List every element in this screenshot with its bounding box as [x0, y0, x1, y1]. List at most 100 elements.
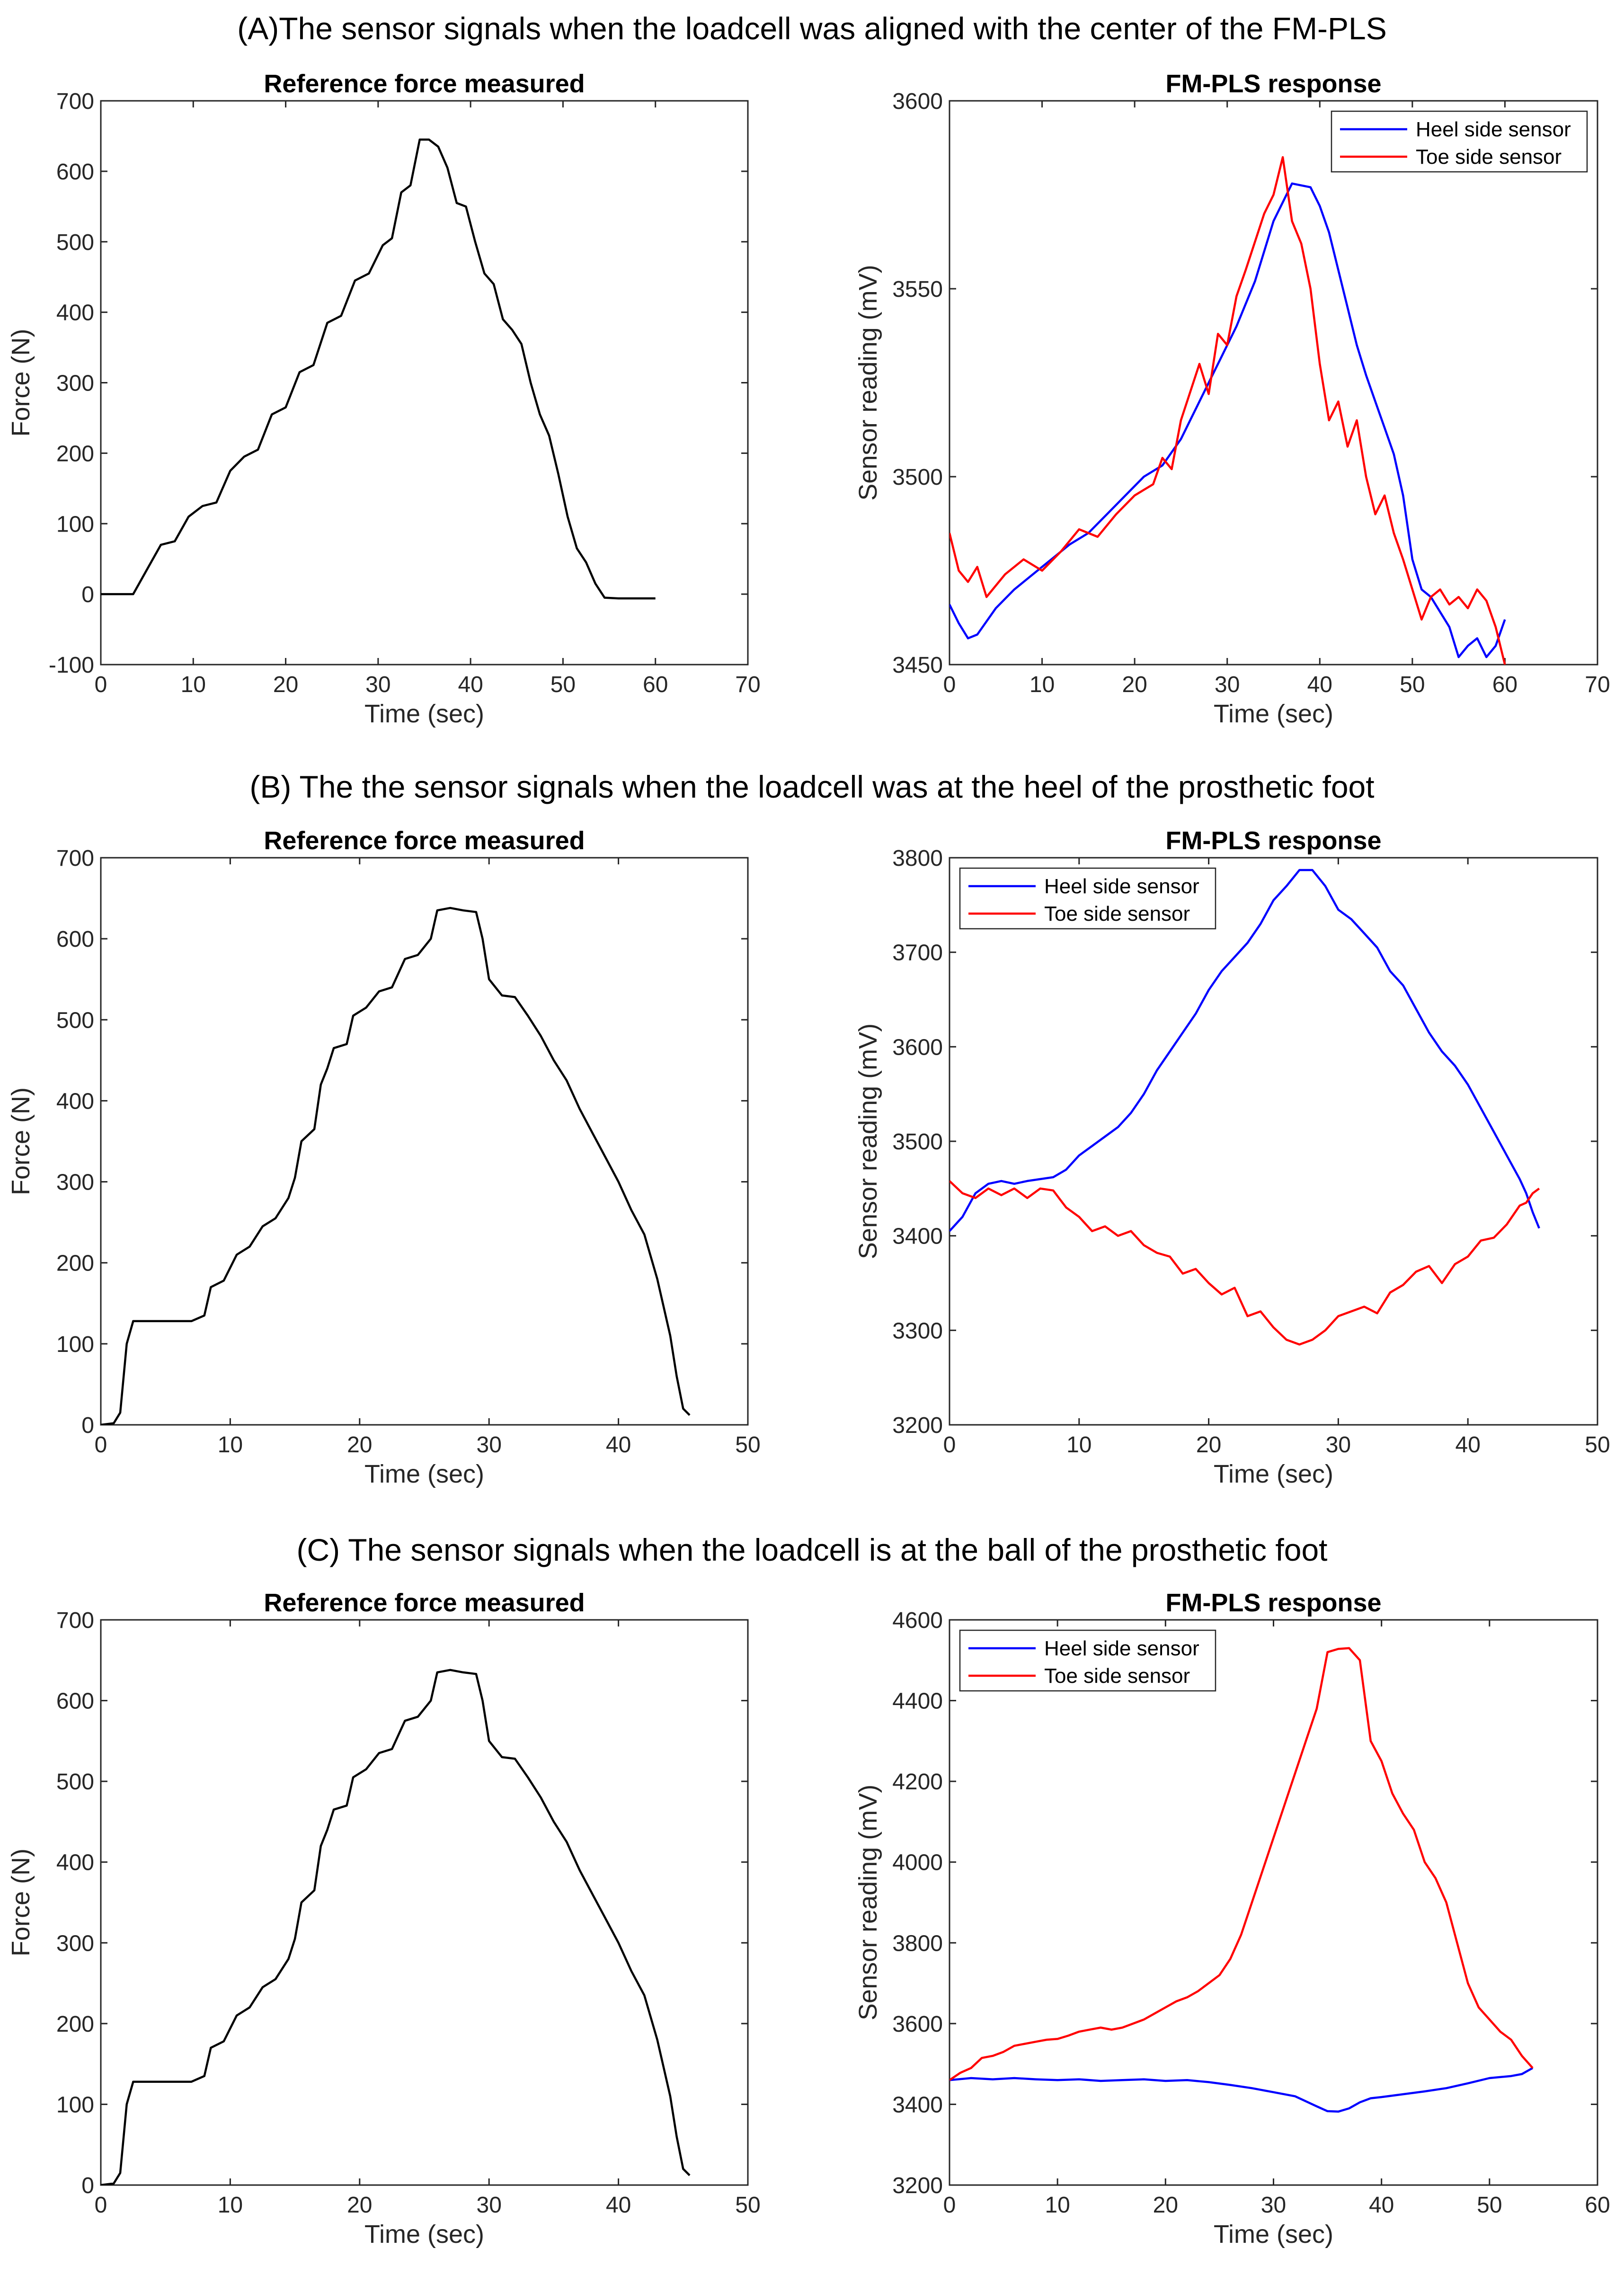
y-tick-label: 0 [81, 582, 94, 607]
series-line-toe-side-sensor [950, 1180, 1540, 1346]
y-tick-label: 3400 [892, 2092, 943, 2117]
y-tick-label: 600 [56, 160, 94, 185]
y-tick-label: 3600 [892, 2012, 943, 2037]
x-axis-label: Time (sec) [364, 1460, 484, 1488]
plot-area [100, 100, 749, 666]
x-tick-label: 40 [606, 1432, 631, 1457]
chart-B-response: 0 10 20 30 40 50 3200 3300 3400 3500 3600 3700 3800 F… [854, 826, 1610, 1488]
section-title-a: (A)The sensor signals when the loadcell … [237, 11, 1387, 46]
x-tick-label: 20 [1153, 2193, 1178, 2218]
plot-area [949, 1619, 1598, 2186]
plot-area [100, 1619, 749, 2186]
series-line-toe-side-sensor [950, 1647, 1534, 2081]
y-tick-label: 200 [56, 2012, 94, 2037]
x-tick-label: 20 [347, 2193, 372, 2218]
legend-box [1331, 110, 1588, 173]
y-tick-label: 600 [56, 927, 94, 952]
plot-area [949, 857, 1598, 1426]
legend: Heel side sensor Toe side sensor [959, 867, 1216, 930]
legend-label: Toe side sensor [1044, 1664, 1190, 1688]
y-tick-label: 0 [81, 1413, 94, 1438]
y-tick-label: 0 [81, 2173, 94, 2198]
y-axis-label: Force (N) [7, 1087, 35, 1195]
x-axis-label: Time (sec) [364, 700, 484, 728]
chart-C-response: 0 10 20 30 40 50 60 3200 3400 3600 3800 4000 4200 440… [854, 1589, 1610, 2248]
x-tick-label: 40 [1455, 1432, 1481, 1457]
y-axis-label: Force (N) [7, 329, 35, 437]
legend-box [959, 1629, 1216, 1692]
section-title-c: (C) The sensor signals when the loadcell… [296, 1532, 1328, 1567]
y-tick-label: 3300 [892, 1318, 943, 1343]
legend-label: Toe side sensor [1044, 902, 1190, 925]
legend-label: Toe side sensor [1416, 145, 1562, 169]
x-tick-label: 20 [1122, 672, 1147, 697]
chart-title: Reference force measured [264, 826, 585, 855]
y-tick-label: 700 [56, 846, 94, 871]
x-tick-label: 10 [218, 2193, 243, 2218]
y-tick-label: 300 [56, 1170, 94, 1195]
legend: Heel side sensor Toe side sensor [1331, 110, 1588, 173]
x-tick-label: 50 [550, 672, 576, 697]
y-tick-label: 500 [56, 1769, 94, 1795]
y-tick-label: 3700 [892, 941, 943, 966]
x-tick-label: 20 [273, 672, 298, 697]
x-tick-label: 70 [735, 672, 760, 697]
y-tick-label: 700 [56, 89, 94, 114]
x-tick-label: 60 [1492, 672, 1518, 697]
section-title-b: (B) The the sensor signals when the load… [249, 769, 1375, 804]
x-tick-label: 60 [643, 672, 668, 697]
y-tick-label: 300 [56, 371, 94, 396]
x-tick-label: 30 [1261, 2193, 1286, 2218]
x-tick-label: 0 [943, 2193, 956, 2218]
legend-label: Heel side sensor [1044, 875, 1199, 898]
legend-label: Heel side sensor [1044, 1637, 1199, 1660]
x-axis-label: Time (sec) [1214, 2220, 1333, 2248]
y-axis-label: Force (N) [7, 1848, 35, 1956]
y-tick-label: 400 [56, 1850, 94, 1875]
x-tick-label: 40 [1307, 672, 1332, 697]
legend-label: Heel side sensor [1416, 118, 1571, 141]
chart-title: FM-PLS response [1165, 1589, 1381, 1617]
y-tick-label: 3500 [892, 465, 943, 490]
series-line-heel-side-sensor [950, 182, 1506, 658]
x-tick-label: 10 [1029, 672, 1055, 697]
series-line-force [101, 906, 691, 1425]
y-tick-label: 3500 [892, 1129, 943, 1155]
plot-area [100, 857, 749, 1426]
x-tick-label: 50 [1477, 2193, 1502, 2218]
y-tick-label: 4000 [892, 1850, 943, 1875]
y-axis-label: Sensor reading (mV) [854, 1785, 882, 2020]
y-tick-label: 3600 [892, 1035, 943, 1060]
chart-A-response: 0 10 20 30 40 50 60 70 3450 3500 3550 3600 FM-PLS re… [854, 70, 1610, 728]
chart-title: FM-PLS response [1165, 70, 1381, 98]
x-tick-label: 0 [943, 1432, 956, 1457]
y-tick-label: 200 [56, 441, 94, 466]
x-tick-label: 0 [95, 1432, 107, 1457]
plot-area [949, 100, 1598, 666]
x-tick-label: 30 [1215, 672, 1240, 697]
chart-B-force: 0 10 20 30 40 500100200300400500600700Referen… [7, 826, 761, 1488]
y-tick-label: 400 [56, 301, 94, 326]
x-tick-label: 20 [1196, 1432, 1221, 1457]
x-tick-label: 30 [1326, 1432, 1351, 1457]
x-tick-label: 30 [365, 672, 390, 697]
x-axis-label: Time (sec) [1214, 1460, 1333, 1488]
y-tick-label: 3600 [892, 89, 943, 114]
y-tick-label: 500 [56, 230, 94, 255]
x-tick-label: 40 [1369, 2193, 1394, 2218]
x-tick-label: 70 [1585, 672, 1610, 697]
y-tick-label: 4600 [892, 1608, 943, 1633]
legend: Heel side sensor Toe side sensor [959, 1629, 1216, 1692]
y-tick-label: 3450 [892, 653, 943, 678]
series-line-toe-side-sensor [950, 156, 1506, 665]
chart-A-force: 0 10 20 30 40 50 60 70-100010020030040050060070… [7, 70, 761, 728]
chart-title: FM-PLS response [1165, 826, 1381, 855]
y-tick-label: 200 [56, 1251, 94, 1276]
y-tick-label: 3800 [892, 1931, 943, 1956]
y-tick-label: 3800 [892, 846, 943, 871]
y-axis-label: Sensor reading (mV) [854, 1023, 882, 1259]
y-tick-label: 600 [56, 1689, 94, 1714]
x-tick-label: 50 [1400, 672, 1425, 697]
chart-C-force: 0 10 20 30 40 500100200300400500600700Referen… [7, 1589, 761, 2248]
